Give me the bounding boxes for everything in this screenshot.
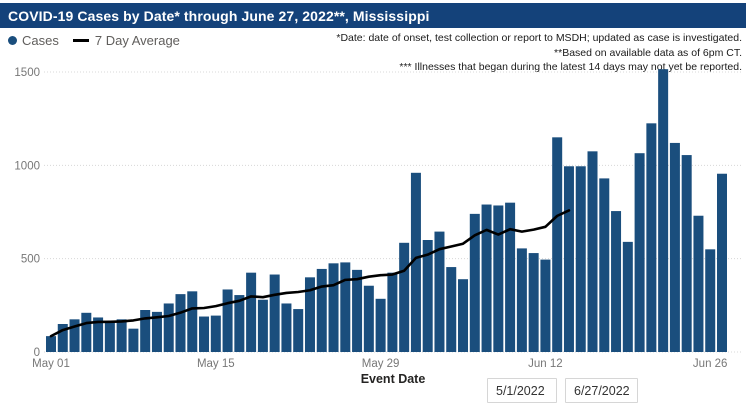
legend-cases-label: Cases	[22, 33, 59, 48]
case-bar[interactable]	[375, 298, 386, 352]
footnote-2: **Based on available data as of 6pm CT.	[554, 46, 742, 59]
case-bar[interactable]	[281, 303, 292, 352]
case-bar[interactable]	[352, 269, 363, 352]
x-tick-label: May 01	[32, 358, 70, 370]
end-date-input[interactable]	[565, 378, 638, 403]
case-bar[interactable]	[493, 205, 504, 352]
case-bar[interactable]	[210, 315, 221, 352]
case-bar[interactable]	[717, 173, 727, 352]
case-bar[interactable]	[187, 291, 198, 352]
case-bar[interactable]	[257, 299, 268, 352]
case-bar[interactable]	[57, 324, 68, 352]
avg-line-icon	[72, 39, 89, 42]
cases-dot-icon	[8, 36, 17, 45]
y-tick-label: 1500	[14, 67, 40, 79]
case-bar[interactable]	[681, 155, 692, 352]
case-bar[interactable]	[363, 285, 374, 352]
case-bar[interactable]	[540, 259, 551, 352]
case-bar[interactable]	[128, 328, 139, 352]
legend: Cases 7 Day Average	[8, 33, 180, 48]
cases-bar-chart: 0 500 1000 1500 May 01 May 15 May 29 Jun 12 Jun …	[14, 67, 742, 370]
x-axis-title: Event Date	[360, 372, 426, 386]
case-bar[interactable]	[116, 319, 127, 352]
case-bar[interactable]	[316, 268, 327, 352]
legend-avg-label: 7 Day Average	[94, 33, 180, 48]
footnotes: *Date: date of onset, test collection or…	[336, 31, 742, 75]
case-bar[interactable]	[552, 137, 563, 352]
case-bar[interactable]	[304, 277, 315, 352]
case-bar[interactable]	[599, 178, 610, 352]
legend-item-avg[interactable]: 7 Day Average	[59, 33, 180, 48]
case-bar[interactable]	[199, 316, 210, 352]
case-bar[interactable]	[410, 172, 421, 352]
footnote-1: *Date: date of onset, test collection or…	[336, 32, 742, 44]
chart-title: COVID-19 Cases by Date* through June 27,…	[8, 7, 430, 24]
avg-line	[49, 209, 571, 338]
y-tick-label: 500	[21, 254, 40, 266]
case-bar[interactable]	[104, 321, 115, 352]
case-bar[interactable]	[516, 248, 527, 352]
case-bar[interactable]	[458, 279, 469, 352]
case-bar[interactable]	[399, 242, 410, 352]
case-bar[interactable]	[69, 319, 80, 352]
case-bar[interactable]	[693, 215, 704, 352]
case-bar[interactable]	[469, 213, 480, 352]
y-tick-label: 0	[34, 347, 40, 359]
x-tick-label: Jun 12	[528, 358, 563, 370]
case-bar[interactable]	[611, 211, 622, 352]
case-bar[interactable]	[434, 231, 445, 352]
case-bar[interactable]	[387, 272, 398, 352]
case-bar[interactable]	[587, 151, 598, 352]
case-bar[interactable]	[140, 310, 151, 352]
case-bar[interactable]	[93, 317, 104, 352]
case-bar[interactable]	[658, 69, 669, 352]
case-bar[interactable]	[222, 289, 233, 352]
case-bar[interactable]	[634, 153, 645, 352]
case-bar[interactable]	[340, 262, 351, 352]
x-tick-label: May 15	[197, 358, 235, 370]
case-bar[interactable]	[646, 123, 657, 352]
case-bar[interactable]	[175, 294, 186, 352]
case-bar[interactable]	[505, 202, 516, 352]
case-bar[interactable]	[163, 303, 174, 352]
case-bar[interactable]	[481, 204, 492, 352]
case-bar[interactable]	[46, 336, 56, 352]
case-bar[interactable]	[705, 249, 716, 352]
y-tick-label: 1000	[14, 160, 40, 172]
legend-item-cases[interactable]: Cases	[8, 33, 59, 48]
case-bar[interactable]	[234, 295, 245, 352]
case-bar[interactable]	[622, 241, 633, 352]
case-bar[interactable]	[151, 311, 162, 352]
case-bar[interactable]	[422, 240, 433, 352]
case-bar[interactable]	[575, 166, 586, 352]
case-bar[interactable]	[293, 309, 304, 352]
start-date-input[interactable]	[487, 378, 557, 403]
x-tick-label: Jun 26	[693, 358, 728, 370]
case-bar[interactable]	[328, 263, 339, 352]
case-bar[interactable]	[669, 142, 680, 352]
case-bar[interactable]	[446, 267, 457, 352]
case-bar[interactable]	[563, 166, 574, 352]
x-tick-label: May 29	[362, 358, 400, 370]
footnote-3: *** Illnesses that began during the late…	[399, 61, 742, 73]
case-bar[interactable]	[528, 253, 539, 352]
case-bar[interactable]	[81, 312, 92, 352]
case-bar[interactable]	[269, 274, 280, 352]
case-bar[interactable]	[246, 272, 257, 352]
chart-title-bar: COVID-19 Cases by Date* through June 27,…	[0, 3, 746, 28]
